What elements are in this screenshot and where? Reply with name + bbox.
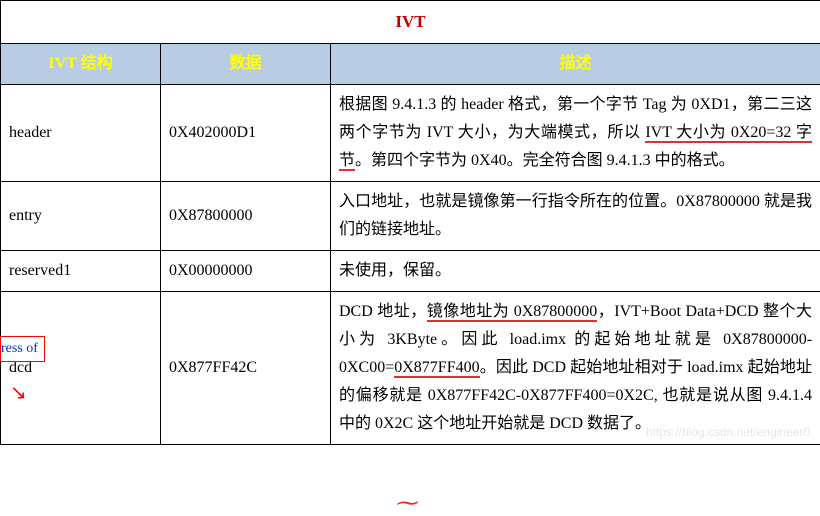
table-row: reserved1 0X00000000 未使用，保留。 xyxy=(1,250,820,291)
row-name: entry xyxy=(1,181,161,250)
row-desc: DCD 地址，镜像地址为 0X87800000，IVT+Boot Data+DC… xyxy=(331,291,820,444)
row-name: header xyxy=(1,84,161,181)
header-col1: IVT 结构 xyxy=(1,43,161,84)
ivt-table: IVT IVT 结构 数据 描述 header 0X402000D1 根据图 9… xyxy=(0,0,820,445)
table-row: header 0X402000D1 根据图 9.4.1.3 的 header 格… xyxy=(1,84,820,181)
row-name: dcd xyxy=(1,291,161,444)
hand-mark-icon: ⁓ xyxy=(395,490,417,516)
row-desc: 未使用，保留。 xyxy=(331,250,820,291)
table-row: dcd 0X877FF42C DCD 地址，镜像地址为 0X87800000，I… xyxy=(1,291,820,444)
header-row: IVT 结构 数据 描述 xyxy=(1,43,820,84)
watermark-text: https://blog.csdn.net/engineer0 xyxy=(646,425,810,439)
row-desc: 根据图 9.4.1.3 的 header 格式，第一个字节 Tag 为 0XD1… xyxy=(331,84,820,181)
row-name: reserved1 xyxy=(1,250,161,291)
header-col2: 数据 xyxy=(161,43,331,84)
row-data: 0X877FF42C xyxy=(161,291,331,444)
row-data: 0X87800000 xyxy=(161,181,331,250)
header-col3: 描述 xyxy=(331,43,820,84)
row-desc: 入口地址，也就是镜像第一行指令所在的位置。0X87800000 就是我们的链接地… xyxy=(331,181,820,250)
annotation-arrow-icon: ↘ xyxy=(10,380,27,405)
row-data: 0X00000000 xyxy=(161,250,331,291)
table-title: IVT xyxy=(1,1,820,44)
row-data: 0X402000D1 xyxy=(161,84,331,181)
title-row: IVT xyxy=(1,1,820,44)
annotation-box: ress of xyxy=(0,336,45,362)
table-row: entry 0X87800000 入口地址，也就是镜像第一行指令所在的位置。0X… xyxy=(1,181,820,250)
